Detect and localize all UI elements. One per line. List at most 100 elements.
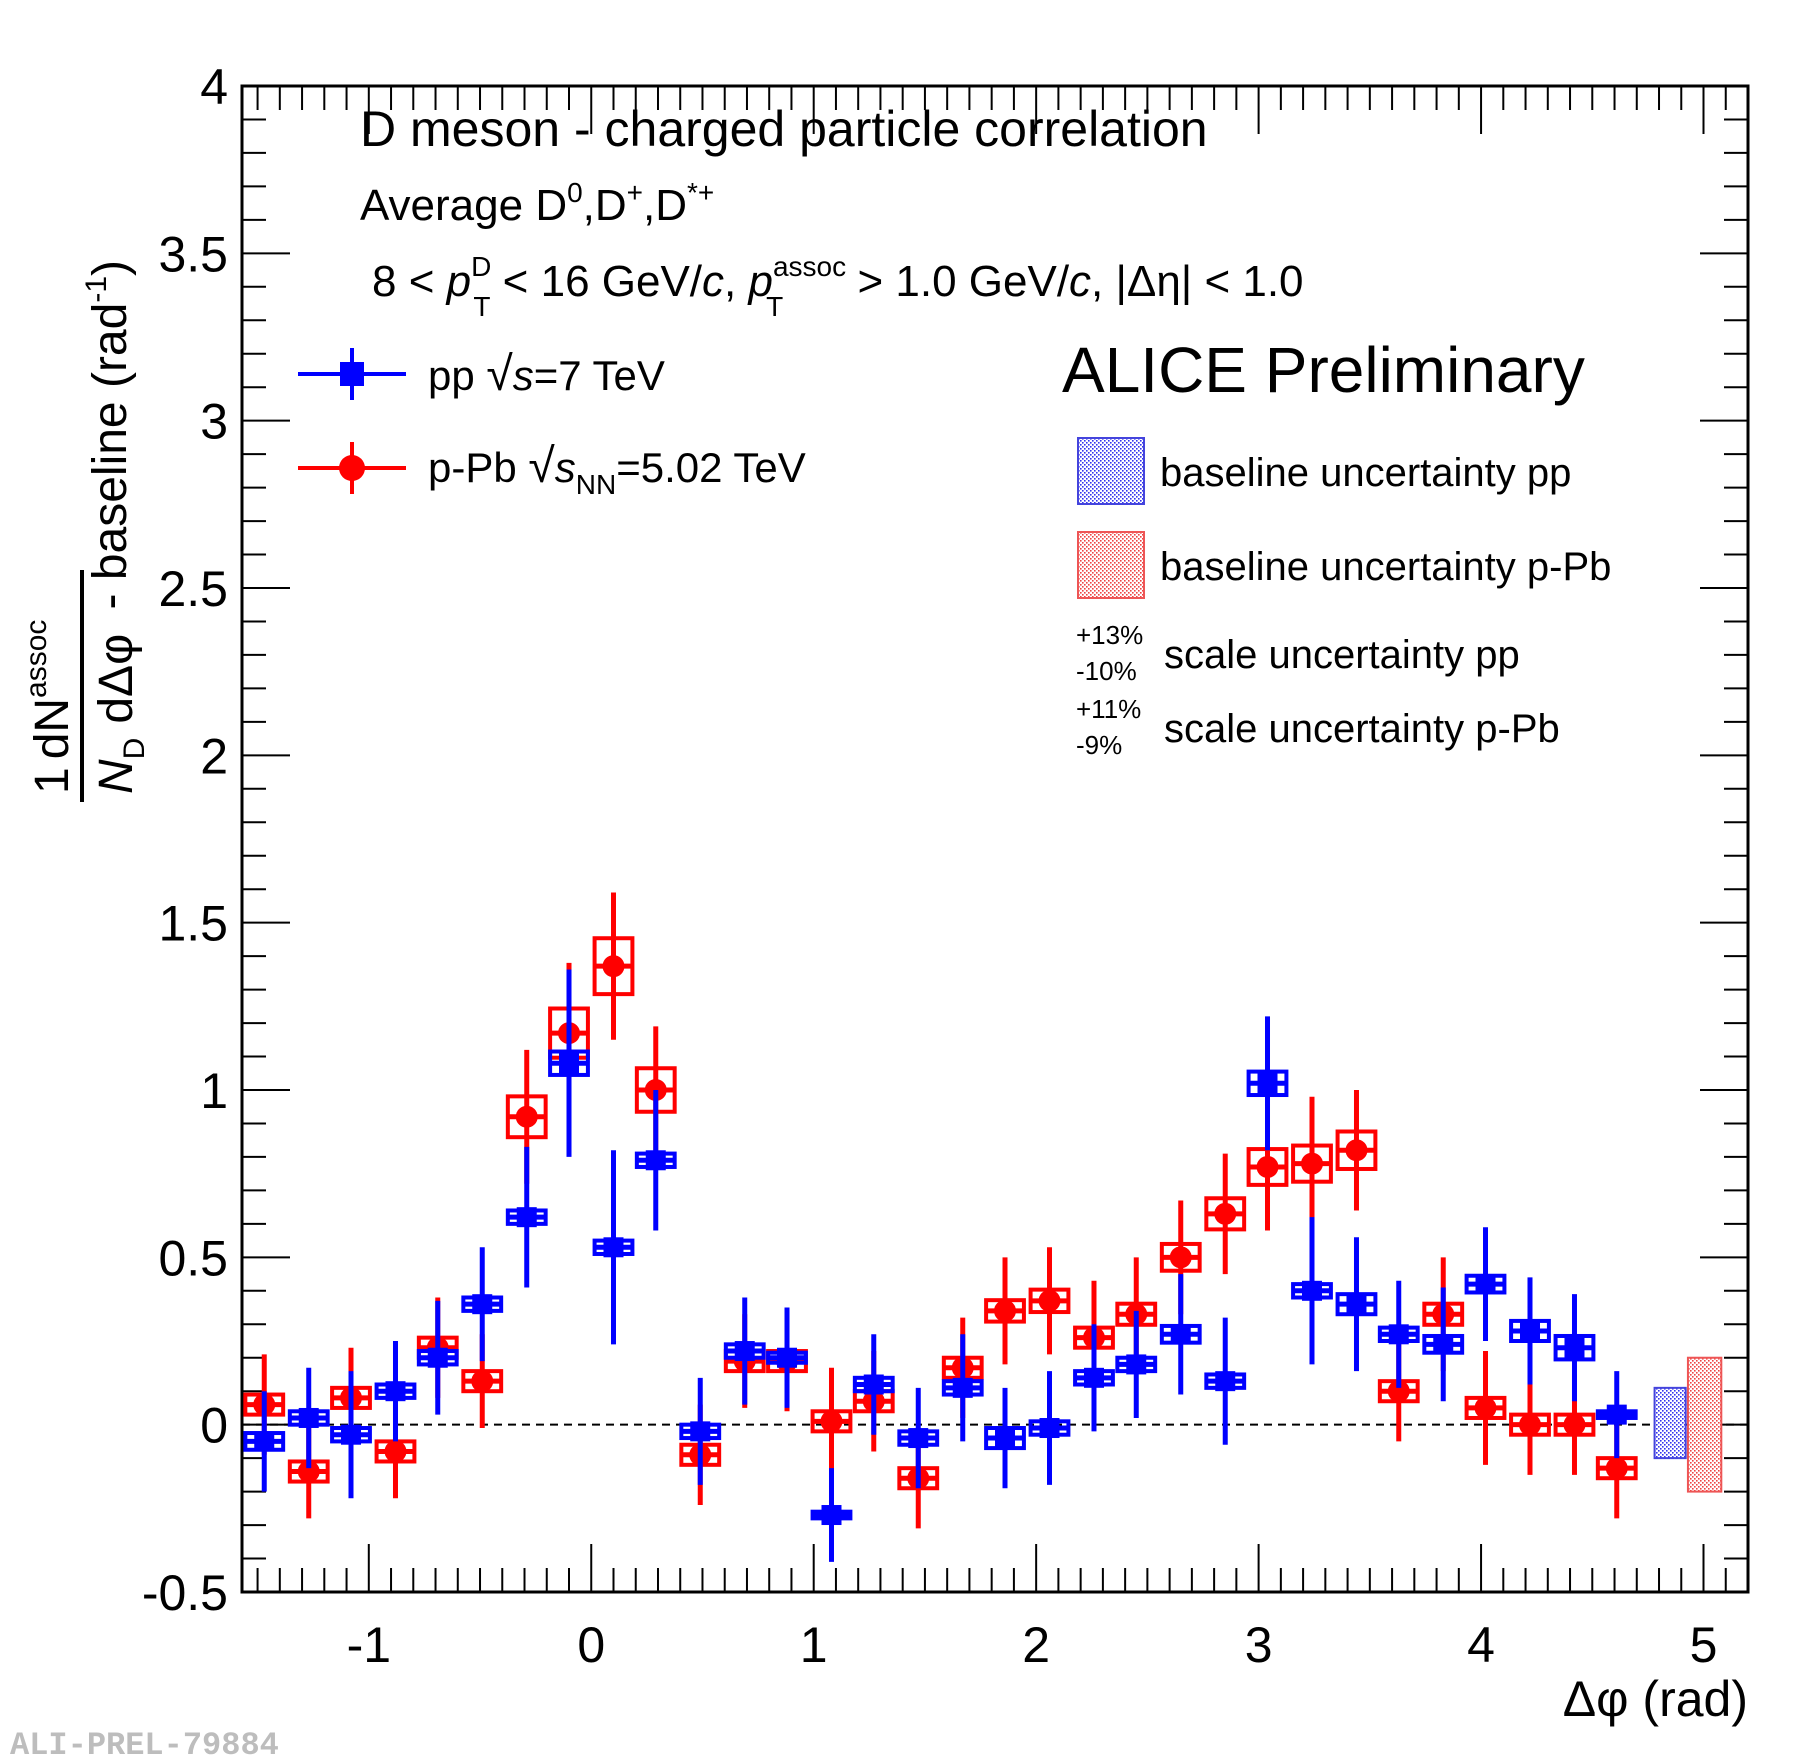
- legend-entry-pp: pp √s=7 TeV: [298, 348, 665, 401]
- pp-point: [952, 1377, 973, 1398]
- pp-point: [427, 1347, 448, 1368]
- ppb-point: [1345, 1139, 1368, 1162]
- ppb-point: [515, 1105, 538, 1128]
- y-tick-label: 0: [200, 1398, 228, 1454]
- pp-point: [1301, 1280, 1322, 1301]
- pp-point: [1433, 1334, 1454, 1355]
- pp-point: [1564, 1337, 1585, 1358]
- svg-text:- baseline (rad-1): - baseline (rad-1): [80, 260, 137, 610]
- y-axis-denominator: NDdΔφ: [90, 634, 151, 794]
- ppb-point: [1605, 1457, 1628, 1480]
- x-tick-label: -1: [347, 1617, 391, 1673]
- ppb-point: [1256, 1155, 1279, 1178]
- x-axis-label: Δφ (rad): [1563, 1671, 1748, 1727]
- legend-marker-ppb: [339, 455, 365, 481]
- baseline-uncertainty-box-ppb: [1686, 1356, 1723, 1493]
- x-tick-label: 2: [1022, 1617, 1050, 1673]
- scale-ppb-up: +11%: [1076, 694, 1141, 724]
- ppb-point: [1474, 1396, 1497, 1419]
- y-tick-label: 2.5: [158, 561, 228, 617]
- pp-point: [995, 1428, 1016, 1449]
- ppb-point: [471, 1370, 494, 1393]
- pp-point: [559, 1053, 580, 1074]
- legend-text-baseline-pp: baseline uncertainty pp: [1160, 451, 1571, 495]
- y-tick-label: -0.5: [142, 1565, 228, 1621]
- pp-point: [1083, 1367, 1104, 1388]
- legend-marker-pp: [340, 362, 364, 386]
- y-tick-label: 4: [200, 59, 228, 115]
- legend-box-baseline-ppb: [1077, 531, 1145, 599]
- pp-point: [341, 1424, 362, 1445]
- pp-point: [1606, 1404, 1627, 1425]
- ppb-point: [1038, 1289, 1061, 1312]
- pp-point: [1126, 1354, 1147, 1375]
- pp-point: [254, 1431, 275, 1452]
- scale-pp-up: +13%: [1076, 620, 1143, 650]
- pp-point: [734, 1341, 755, 1362]
- ppb-point: [1387, 1380, 1410, 1403]
- pp-point: [516, 1207, 537, 1228]
- watermark: ALI-PREL-79884: [10, 1727, 279, 1761]
- pp-point: [908, 1428, 929, 1449]
- ppb-point: [1518, 1413, 1541, 1436]
- ppb-point: [602, 955, 625, 978]
- kinematic-cuts: 8 < pD T < 16 GeV/c, passoc T > 1.0 GeV/c,…: [372, 251, 1304, 322]
- y-tick-label: 2: [200, 728, 228, 784]
- legend-label-pp: pp √s=7 TeV: [428, 348, 665, 401]
- y-axis-fraction: 1dNassoc NDdΔφ: [20, 570, 151, 802]
- x-tick-label: 1: [800, 1617, 828, 1673]
- y-tick-label: 3: [200, 394, 228, 450]
- ppb-point: [1563, 1413, 1586, 1436]
- ppb-point: [994, 1299, 1017, 1322]
- legend-label-ppb: p-Pb √sNN=5.02 TeV: [428, 440, 806, 500]
- ppb-point: [1214, 1202, 1237, 1225]
- ppb-point: [297, 1460, 320, 1483]
- pp-point: [690, 1421, 711, 1442]
- pp-point: [1519, 1320, 1540, 1341]
- legend-text-baseline-ppb: baseline uncertainty p-Pb: [1160, 545, 1611, 589]
- ppb-point: [1300, 1152, 1323, 1175]
- x-tick-label: 4: [1467, 1617, 1495, 1673]
- ppb-point: [820, 1410, 843, 1433]
- pp-point: [472, 1294, 493, 1315]
- x-tick-label: 5: [1690, 1617, 1718, 1673]
- pp-point: [1215, 1371, 1236, 1392]
- legend-box-baseline-pp: [1077, 437, 1145, 505]
- x-tick-label: 0: [577, 1617, 605, 1673]
- axes-frame: -0.5 0 0.5 1 1.5 2 2.5 3 3.5 4 -1 0 1 2 3 4 5: [142, 59, 1750, 1673]
- pp-point: [1475, 1274, 1496, 1295]
- ppb-point: [384, 1440, 407, 1463]
- chart-subtitle: Average D0,D+,D*+: [360, 177, 714, 230]
- pp-point: [863, 1374, 884, 1395]
- pp-point: [821, 1505, 842, 1526]
- legend-entry-ppb: p-Pb √sNN=5.02 TeV: [298, 440, 806, 500]
- pp-point: [1388, 1324, 1409, 1345]
- y-tick-label: 0.5: [158, 1230, 228, 1286]
- ppb-point: [1169, 1246, 1192, 1269]
- scale-pp-down: -10%: [1076, 656, 1137, 686]
- pp-point: [777, 1347, 798, 1368]
- data-points: [243, 892, 1723, 1562]
- baseline-uncertainty-box-pp: [1653, 1386, 1687, 1460]
- y-tick-label: 3.5: [158, 226, 228, 282]
- scale-pp-text: scale uncertainty pp: [1164, 633, 1520, 677]
- y-tick-label: 1: [200, 1063, 228, 1119]
- y-axis-label: - baseline (rad-1): [80, 260, 137, 610]
- plot-frame: [240, 84, 1750, 1594]
- y-tick-label: 1.5: [158, 896, 228, 952]
- scale-ppb-text: scale uncertainty p-Pb: [1164, 707, 1560, 751]
- y-axis-numerator: 1dNassoc: [20, 620, 79, 794]
- pp-point: [1170, 1324, 1191, 1345]
- chart-title: D meson - charged particle correlation: [360, 101, 1208, 157]
- pp-point: [645, 1150, 666, 1171]
- pp-point: [603, 1237, 624, 1258]
- pp-point: [385, 1381, 406, 1402]
- pp-point: [1346, 1294, 1367, 1315]
- alice-preliminary-label: ALICE Preliminary: [1062, 334, 1585, 406]
- pp-point: [298, 1407, 319, 1428]
- x-tick-label: 3: [1245, 1617, 1273, 1673]
- pp-point: [1039, 1418, 1060, 1439]
- scale-ppb-down: -9%: [1076, 730, 1122, 760]
- pp-point: [1257, 1073, 1278, 1094]
